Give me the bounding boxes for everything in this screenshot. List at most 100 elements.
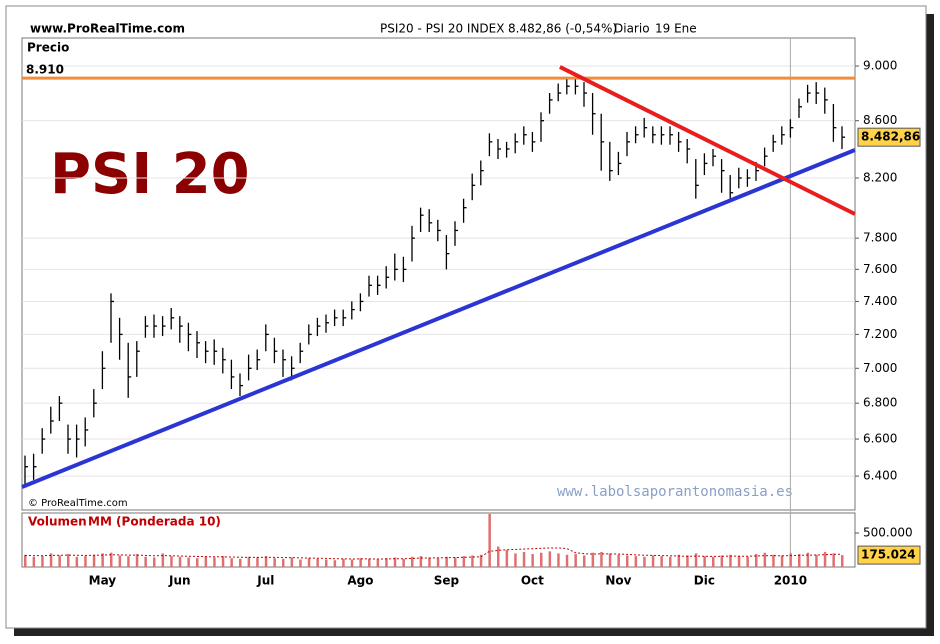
volume-bar (178, 556, 182, 567)
volume-bar (368, 558, 371, 567)
volume-bar (419, 556, 423, 567)
y-tick-label: 7.200 (863, 327, 897, 341)
quote: 8.482,86 (-0,54%) (508, 22, 617, 36)
volume-bar (127, 556, 130, 567)
volume-bar (144, 556, 147, 567)
resistance-label: 8.910 (26, 63, 64, 77)
volume-bar (815, 554, 818, 567)
volume-label: Volumen (28, 515, 87, 529)
volume-bar (454, 557, 457, 567)
volume-bar (557, 553, 560, 567)
volume-bar (393, 557, 397, 567)
volume-bar (84, 556, 87, 567)
volume-bar (247, 556, 251, 567)
volume-bar (230, 558, 233, 567)
x-tick-label: Oct (521, 574, 544, 588)
date: 19 Ene (655, 22, 697, 36)
volume-bar (67, 554, 70, 567)
y-tick-label: 8.600 (863, 113, 897, 127)
site: www.ProRealTime.com (30, 22, 185, 36)
volume-bar (471, 555, 474, 567)
volume-bar (600, 552, 603, 567)
volume-bar (110, 552, 113, 567)
volume-bar (479, 554, 483, 567)
volume-bar (204, 556, 208, 567)
volume-bar (505, 549, 509, 567)
volume-bar (669, 556, 672, 567)
volume-bar (221, 556, 225, 567)
volume-bar (626, 555, 629, 567)
x-tick-label: Sep (434, 574, 460, 588)
volume-bar (187, 557, 190, 567)
volume-bar (342, 558, 345, 567)
last-volume-box (857, 545, 921, 565)
volume-bar (720, 555, 724, 567)
volume-bar (540, 552, 543, 567)
y-tick-label: 9.000 (863, 59, 897, 73)
volume-bar (686, 555, 689, 567)
volume-bar (101, 553, 104, 567)
volume-bar (514, 553, 517, 567)
instrument: PSI20 - PSI 20 INDEX (380, 22, 504, 36)
volume-bar (737, 556, 741, 567)
volume-bar (333, 560, 337, 567)
y-tick-label: 6.400 (863, 469, 897, 483)
x-tick-label: Dic (694, 574, 715, 588)
volume-bar (307, 558, 311, 567)
volume-bar (264, 556, 268, 567)
volume-bar (75, 556, 79, 567)
y-tick-label: 6.600 (863, 432, 897, 446)
volume-bar (290, 557, 294, 567)
x-tick-label: Ago (347, 574, 373, 588)
x-tick-label: May (89, 574, 117, 588)
y-tick-label: 7.600 (863, 262, 897, 276)
volume-bar (273, 558, 276, 567)
volume-bar (239, 558, 242, 567)
copyright: © ProRealTime.com (28, 498, 128, 509)
watermark: www.labolsaporantonomasia.es (557, 484, 793, 500)
trendline (559, 65, 856, 216)
volume-bar (488, 513, 491, 567)
volume-bar (462, 556, 466, 567)
volume-bar (118, 555, 122, 567)
volume-bar (729, 554, 732, 567)
volume-bar (170, 556, 173, 567)
volume-bar (798, 554, 801, 567)
volume-bar (92, 554, 96, 567)
volume-bar (299, 559, 302, 567)
volume-bar (823, 552, 827, 567)
period: Diario (614, 22, 650, 36)
y-tick-label: 7.800 (863, 231, 897, 245)
volume-bar (497, 546, 500, 567)
trendline (21, 148, 856, 489)
x-tick-label: Jun (168, 574, 191, 588)
chart-title: PSI 20 (50, 142, 250, 207)
ma-label: MM (Ponderada 10) (88, 515, 221, 529)
volume-bar (282, 558, 285, 567)
volume-bar (772, 554, 775, 567)
volume-bar (591, 552, 595, 567)
volume-bar (694, 553, 698, 567)
volume-bar (196, 558, 199, 567)
volume-bar (135, 554, 139, 567)
volume-bar (746, 556, 749, 567)
y-tick-label: 8.200 (863, 170, 897, 184)
last-price: 8.482,86 (861, 130, 920, 144)
volume-bar (841, 555, 844, 567)
volume-bar (565, 554, 569, 567)
y-tick-label: 7.400 (863, 294, 897, 308)
last-volume: 175.024 (861, 548, 916, 562)
volume-bar (548, 551, 552, 567)
y-tick-label: 7.000 (863, 361, 897, 375)
volume-bar (436, 558, 440, 567)
volume-bar (445, 556, 448, 567)
volume-bar (24, 554, 27, 567)
volume-ma (24, 547, 843, 560)
volume-bar (58, 555, 61, 567)
volume-bar (677, 554, 681, 567)
volume-bar (703, 556, 706, 567)
volume-bar (574, 554, 577, 567)
volume-bar (256, 557, 259, 567)
volume-bar (789, 553, 792, 567)
volume-bar (712, 556, 715, 567)
